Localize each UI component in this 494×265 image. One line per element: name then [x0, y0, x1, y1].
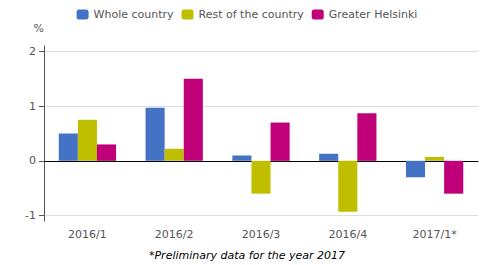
svg-text:-1: -1 [25, 209, 36, 222]
svg-text:%: % [34, 22, 44, 35]
svg-text:2016/2: 2016/2 [155, 228, 194, 241]
svg-text:1: 1 [29, 100, 36, 113]
svg-text:Whole country: Whole country [94, 8, 174, 21]
svg-text:2: 2 [29, 45, 36, 58]
svg-text:0: 0 [29, 154, 36, 167]
svg-text:2016/1: 2016/1 [68, 228, 107, 241]
svg-text:Greater Helsinki: Greater Helsinki [329, 8, 418, 21]
svg-text:2017/1*: 2017/1* [412, 228, 457, 241]
svg-text:2016/3: 2016/3 [242, 228, 281, 241]
svg-text:Rest of the country: Rest of the country [199, 8, 305, 21]
svg-text:2016/4: 2016/4 [328, 228, 367, 241]
svg-text:*Preliminary data for the year: *Preliminary data for the year 2017 [149, 249, 345, 262]
